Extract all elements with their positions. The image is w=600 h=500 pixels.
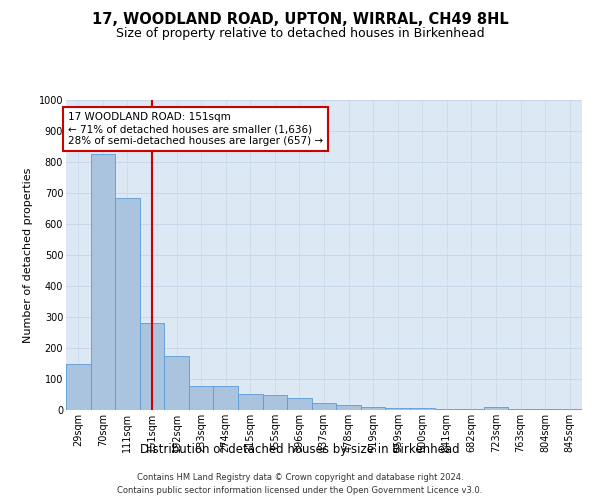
Bar xyxy=(336,406,361,410)
Bar xyxy=(91,154,115,410)
Bar xyxy=(312,403,336,410)
Bar xyxy=(434,409,459,410)
Bar xyxy=(140,323,164,410)
Bar xyxy=(214,386,238,410)
Bar xyxy=(238,394,263,410)
Text: Distribution of detached houses by size in Birkenhead: Distribution of detached houses by size … xyxy=(140,442,460,456)
Bar xyxy=(385,408,410,410)
Bar xyxy=(66,364,91,410)
Bar xyxy=(115,198,140,410)
Bar xyxy=(484,407,508,410)
Text: Size of property relative to detached houses in Birkenhead: Size of property relative to detached ho… xyxy=(116,28,484,40)
Text: Contains public sector information licensed under the Open Government Licence v3: Contains public sector information licen… xyxy=(118,486,482,495)
Bar xyxy=(361,407,385,410)
Bar xyxy=(287,398,312,410)
Bar xyxy=(164,356,189,410)
Y-axis label: Number of detached properties: Number of detached properties xyxy=(23,168,33,342)
Bar xyxy=(410,408,434,410)
Text: Contains HM Land Registry data © Crown copyright and database right 2024.: Contains HM Land Registry data © Crown c… xyxy=(137,472,463,482)
Bar xyxy=(189,386,214,410)
Text: 17 WOODLAND ROAD: 151sqm
← 71% of detached houses are smaller (1,636)
28% of sem: 17 WOODLAND ROAD: 151sqm ← 71% of detach… xyxy=(68,112,323,146)
Bar xyxy=(263,394,287,410)
Text: 17, WOODLAND ROAD, UPTON, WIRRAL, CH49 8HL: 17, WOODLAND ROAD, UPTON, WIRRAL, CH49 8… xyxy=(92,12,508,28)
